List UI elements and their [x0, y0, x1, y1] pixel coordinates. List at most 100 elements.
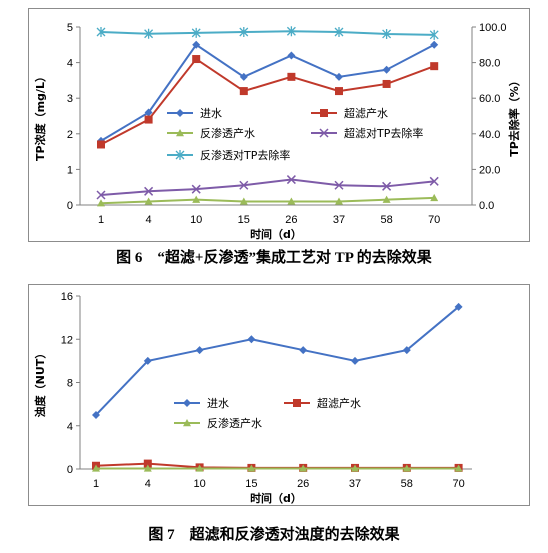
data-point [97, 199, 105, 207]
legend-entry: 超滤对TP去除率 [311, 126, 423, 140]
legend-label: 进水 [207, 397, 229, 410]
series-line [100, 57, 435, 146]
figure-7-caption: 图 7 超滤和反渗透对浊度的去除效果 [148, 527, 400, 543]
data-point [382, 195, 391, 203]
legend-entry: 反渗透产水 [167, 126, 255, 140]
data-point [454, 302, 463, 311]
x-tick-label: 70 [452, 478, 464, 490]
series-0 [92, 302, 463, 419]
data-point [92, 410, 100, 419]
series-line [100, 178, 435, 197]
x-tick-label: 26 [297, 478, 309, 490]
data-point [143, 459, 152, 468]
legend-swatch-marker [183, 419, 191, 427]
data-point [430, 193, 439, 202]
y-tick-label-left: 4 [67, 421, 73, 433]
data-point [382, 65, 391, 74]
data-point [287, 197, 296, 205]
x-tick-label: 4 [145, 478, 151, 490]
y-axis-title-left: 浊度（NUT） [33, 348, 47, 418]
data-point [144, 186, 154, 196]
legend-swatch-marker [176, 109, 184, 117]
series-4 [96, 26, 439, 40]
x-tick-label: 70 [428, 214, 440, 226]
y-tick-label-left: 1 [67, 164, 73, 176]
legend-entry: 进水 [174, 397, 229, 410]
x-tick-label: 10 [190, 214, 202, 226]
x-axis-title: 时间（d） [250, 227, 302, 241]
data-point [286, 26, 296, 37]
data-point [334, 26, 344, 37]
legend-swatch-marker [319, 128, 329, 138]
y-axis-title-right: TP去除率（%） [507, 75, 521, 157]
data-point [96, 190, 106, 200]
data-point [97, 140, 105, 149]
y-tick-label-left: 5 [67, 22, 73, 34]
series-2 [92, 464, 463, 472]
data-point [239, 72, 248, 81]
data-point [239, 180, 249, 190]
series-line [100, 43, 435, 142]
legend-label: 超滤对TP去除率 [344, 126, 423, 140]
data-point [144, 28, 154, 39]
data-point [402, 464, 411, 472]
data-point [144, 197, 153, 205]
data-point [144, 108, 153, 117]
legend-entry: 超滤产水 [284, 396, 361, 410]
x-axis-title: 时间（d） [250, 491, 302, 505]
y-tick-label-left: 8 [67, 378, 73, 390]
legend-label: 超滤产水 [344, 106, 388, 120]
figure-6-caption: 图 6 “超滤+反渗透”集成工艺对 TP 的去除效果 [116, 250, 432, 266]
legend-swatch-marker [176, 129, 184, 137]
legend-label: 进水 [200, 107, 222, 120]
data-point [335, 87, 343, 96]
data-point [334, 180, 344, 190]
x-tick-label: 58 [380, 214, 392, 226]
y-tick-label-right: 0.0 [479, 200, 494, 212]
data-point [143, 356, 152, 365]
y-tick-label-left: 2 [67, 129, 73, 141]
x-tick-label: 37 [349, 478, 361, 490]
legend-label: 反渗透对TP去除率 [200, 148, 290, 162]
data-point [144, 115, 153, 124]
series-2 [97, 193, 439, 207]
tp-removal-chart: 0 1 2 3 4 5 0.0 20.0 40.0 60.0 80.0 100.0 1 4 10 15 26 37… [33, 22, 521, 241]
x-tick-label: 37 [333, 214, 345, 226]
data-point [286, 175, 296, 185]
data-point [191, 184, 201, 194]
data-point [191, 27, 201, 38]
data-point [195, 464, 204, 472]
data-point [239, 87, 248, 96]
x-tick-label: 15 [238, 214, 250, 226]
data-point [382, 181, 392, 191]
y-tick-label-left: 16 [61, 291, 73, 303]
x-tick-label: 58 [401, 478, 413, 490]
legend-swatch-marker [320, 109, 328, 117]
data-point [143, 464, 152, 472]
series-line [100, 196, 435, 205]
data-point [382, 28, 392, 39]
x-tick-label: 1 [93, 478, 99, 490]
turbidity-removal-chart: 0 4 8 12 16 1 4 10 15 26 37 58 70 时间（d） 浊度（NUT） 进水 超滤产水反… [33, 291, 472, 505]
data-point [247, 464, 256, 472]
data-point [454, 464, 463, 472]
data-point [195, 346, 204, 355]
figure-7: 0 4 8 12 16 1 4 10 15 26 37 58 70 时间（d） 浊度（NUT） 进水 超滤产水反… [0, 280, 548, 553]
legend-entry: 进水 [167, 107, 222, 120]
legend-swatch-marker [293, 399, 301, 407]
y-tick-label-right: 60.0 [479, 93, 500, 105]
data-point [335, 72, 343, 81]
legend-swatch-marker [175, 150, 185, 160]
data-point [299, 464, 308, 472]
y-tick-label-right: 80.0 [479, 58, 500, 70]
series-line [95, 306, 460, 416]
data-point [192, 40, 201, 49]
y-axis-title-left: TP浓度（mg/L） [33, 71, 47, 161]
legend-entry: 反渗透产水 [174, 416, 262, 430]
data-point [96, 26, 106, 37]
x-tick-label: 1 [98, 214, 104, 226]
data-point [429, 176, 439, 186]
data-point [402, 346, 411, 355]
x-tick-label: 4 [146, 214, 152, 226]
series-3 [96, 175, 439, 200]
